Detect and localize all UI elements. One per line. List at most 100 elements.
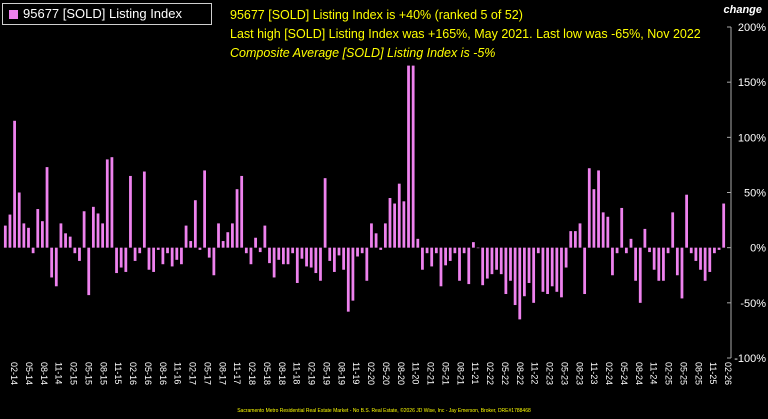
annotation-high-low: Last high [SOLD] Listing Index was +165%… xyxy=(230,27,701,41)
x-tick-label: 02-17 xyxy=(188,362,198,385)
bar xyxy=(346,247,350,312)
legend: 95677 [SOLD] Listing Index xyxy=(2,3,212,25)
x-tick-label: 02-19 xyxy=(307,362,317,385)
bar xyxy=(101,223,105,248)
bar xyxy=(3,225,7,248)
bar xyxy=(59,223,63,248)
y-tick-label: 150% xyxy=(738,77,766,89)
bar xyxy=(648,247,651,253)
bar xyxy=(601,212,605,248)
bar xyxy=(309,247,313,268)
bar xyxy=(272,247,276,278)
bar xyxy=(277,247,281,260)
y-tick-label: -50% xyxy=(740,298,766,310)
bar xyxy=(356,247,359,257)
bar xyxy=(254,237,257,248)
bar xyxy=(36,209,40,248)
bar xyxy=(244,247,248,254)
bar xyxy=(476,247,480,249)
bar xyxy=(124,247,128,272)
x-tick-label: 02-26 xyxy=(723,362,733,385)
bar xyxy=(657,247,661,281)
bar xyxy=(699,247,702,270)
bar xyxy=(138,247,142,254)
x-tick-label: 11-24 xyxy=(649,362,659,384)
bar xyxy=(212,247,216,276)
bar xyxy=(638,247,642,303)
x-tick-label: 11-14 xyxy=(54,362,64,384)
x-tick-label: 11-18 xyxy=(292,362,302,384)
annotation-composite: Composite Average [SOLD] Listing Index i… xyxy=(230,46,496,60)
bar xyxy=(722,203,726,248)
bar xyxy=(560,247,563,298)
bar xyxy=(383,223,387,248)
x-tick-label: 08-21 xyxy=(455,362,465,385)
x-tick-label: 02-24 xyxy=(604,362,614,385)
x-tick-label: 05-15 xyxy=(83,362,93,385)
bar xyxy=(573,231,577,248)
bar xyxy=(620,207,624,248)
x-tick-label: 05-25 xyxy=(678,362,688,385)
bar xyxy=(231,223,234,248)
bar xyxy=(115,247,118,274)
bar xyxy=(453,247,457,254)
x-tick-label: 02-15 xyxy=(69,362,79,385)
bar xyxy=(295,247,299,283)
bar xyxy=(282,247,285,265)
bar xyxy=(198,247,202,250)
bar xyxy=(374,233,378,248)
bar xyxy=(611,247,614,276)
bar xyxy=(268,247,271,264)
bar xyxy=(430,247,434,267)
bar xyxy=(550,247,554,287)
bar xyxy=(467,247,471,285)
x-tick-label: 02-14 xyxy=(9,362,19,385)
y-tick-label: 200% xyxy=(738,22,766,34)
x-tick-label: 08-22 xyxy=(515,362,525,385)
bar xyxy=(319,247,322,281)
bar xyxy=(490,247,494,275)
x-tick-label: 02-18 xyxy=(247,362,257,385)
x-tick-label: 08-25 xyxy=(693,362,703,385)
bar xyxy=(360,247,364,254)
bar xyxy=(78,247,81,261)
bar xyxy=(587,168,591,248)
bar xyxy=(569,231,573,248)
bar xyxy=(708,247,712,272)
x-tick-label: 02-23 xyxy=(545,362,555,385)
bar xyxy=(342,247,346,270)
bar xyxy=(314,247,318,274)
bar xyxy=(22,223,26,248)
x-tick-label: 11-25 xyxy=(708,362,718,384)
bar xyxy=(96,213,100,248)
bar xyxy=(68,236,72,248)
x-tick-label: 08-14 xyxy=(39,362,49,385)
bar xyxy=(133,247,137,261)
bar xyxy=(578,223,582,248)
y-tick-label: 0% xyxy=(750,243,766,255)
bar xyxy=(713,247,716,254)
bar xyxy=(41,221,44,248)
bar xyxy=(249,247,253,265)
bar xyxy=(634,247,638,281)
x-tick-label: 02-16 xyxy=(128,362,138,385)
bar xyxy=(421,247,424,270)
bar xyxy=(416,238,420,248)
bar xyxy=(671,212,675,248)
x-tick-label: 08-18 xyxy=(277,362,287,385)
bar xyxy=(332,247,336,272)
bar xyxy=(624,247,628,254)
bar xyxy=(54,247,58,287)
bar xyxy=(13,120,16,248)
bar xyxy=(82,211,86,248)
bar xyxy=(175,247,179,260)
x-tick-label: 02-25 xyxy=(664,362,674,385)
x-tick-label: 11-21 xyxy=(470,362,480,384)
bar xyxy=(555,247,559,292)
bar xyxy=(504,247,508,295)
bar xyxy=(411,65,415,248)
bar xyxy=(606,216,610,248)
y-axis: -100% -50% 0% 50% 100% 150% 200% xyxy=(727,22,766,365)
x-tick-label: 05-19 xyxy=(321,362,331,385)
bar xyxy=(583,247,587,295)
